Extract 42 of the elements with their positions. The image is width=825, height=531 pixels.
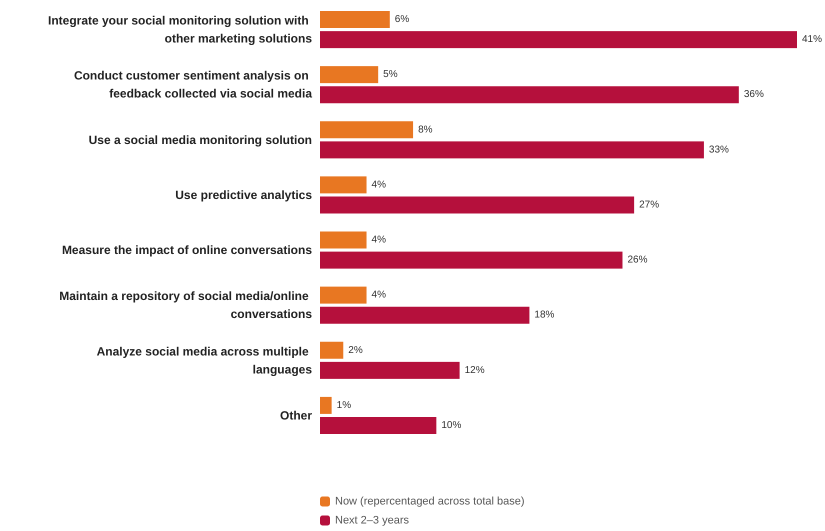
bar [320, 252, 622, 269]
legend-label: Now (repercentaged across total base) [335, 496, 525, 508]
bar [320, 31, 797, 48]
data-label: 4% [372, 179, 386, 190]
bar [320, 232, 367, 249]
data-label: 8% [418, 124, 433, 136]
bar [320, 396, 332, 414]
y-tick-label: Use predictive analytics [175, 188, 312, 202]
data-label: 4% [372, 290, 386, 301]
y-tick-label: Integrate your social monitoring solution with other marketing solutions [48, 14, 312, 46]
bar [320, 121, 414, 138]
y-tick-label: Maintain a repository of social media/online conversations [59, 289, 312, 322]
y-tick-label: Measure the impact of online conversations [62, 243, 312, 258]
bar [320, 66, 378, 84]
bar [320, 176, 367, 194]
bar [320, 306, 530, 324]
data-label: 41% [802, 34, 822, 46]
data-label: 12% [464, 364, 485, 376]
bar [320, 196, 634, 214]
y-tick-label: Other [280, 408, 312, 422]
data-label: 26% [627, 254, 648, 266]
data-label: 5% [383, 69, 398, 80]
data-label: 18% [534, 310, 555, 321]
bar [320, 362, 460, 379]
y-tick-label: Conduct customer sentiment analysis on feedback collected via social media [74, 68, 312, 101]
data-label: 2% [348, 344, 363, 356]
bar [320, 416, 436, 434]
bar [320, 141, 704, 158]
bar [320, 86, 739, 104]
data-label: 36% [744, 89, 764, 100]
data-label: 6% [394, 14, 410, 26]
bar [320, 286, 367, 304]
legend-label: Next 2–3 years [335, 514, 410, 526]
data-label: 1% [336, 400, 352, 411]
data-label: 4% [372, 234, 386, 246]
data-label: 33% [708, 144, 730, 156]
data-label: 27% [639, 199, 660, 210]
y-tick-label: Use a social media monitoring solution [88, 132, 312, 147]
bar [320, 11, 390, 28]
data-label: 10% [441, 420, 462, 431]
bar [320, 342, 344, 359]
y-tick-label: Analyze social media across multiple languages [96, 344, 312, 376]
